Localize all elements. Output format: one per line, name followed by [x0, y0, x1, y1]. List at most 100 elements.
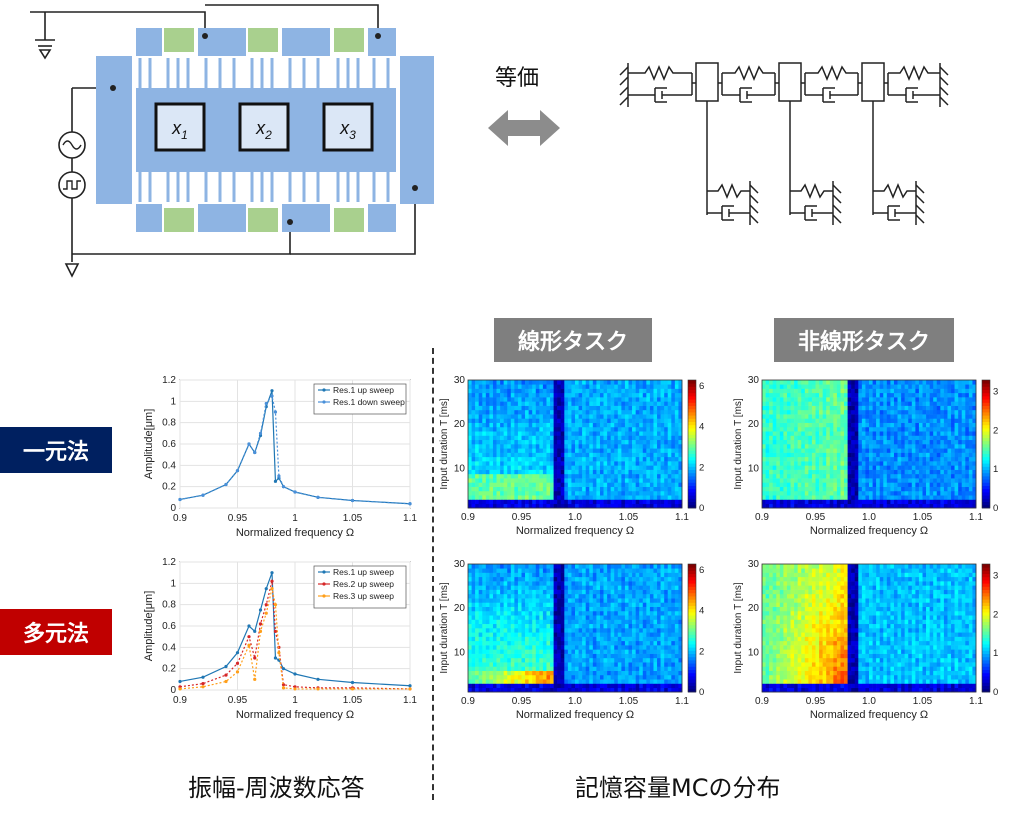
heatmap-cell — [557, 478, 562, 483]
heatmap-cell — [904, 503, 909, 509]
heatmap-cell — [929, 495, 934, 500]
data-point — [253, 677, 257, 681]
heatmap-cell — [961, 448, 966, 453]
heatmap-cell — [535, 478, 540, 483]
heatmap-cell — [765, 486, 770, 492]
heatmap-cell — [546, 431, 551, 436]
heatmap-cell — [897, 384, 902, 389]
heatmap-cell — [525, 636, 529, 642]
heatmap-cell — [521, 670, 526, 676]
heatmap-cell — [532, 426, 537, 432]
heatmap-cell — [560, 444, 565, 449]
heatmap-cell — [589, 452, 594, 458]
heatmap-cell — [607, 619, 611, 625]
heatmap-cell — [585, 469, 590, 475]
heatmap-cell — [954, 456, 959, 462]
heatmap-cell — [660, 495, 665, 500]
heatmap-cell — [872, 473, 877, 479]
heatmap-cell — [471, 640, 476, 646]
heatmap-cell — [908, 469, 913, 475]
heatmap-cell — [610, 409, 615, 415]
heatmap-cell — [528, 478, 533, 483]
heatmap-cell — [671, 409, 676, 415]
heatmap-cell — [815, 414, 820, 419]
heatmap-cell — [632, 503, 636, 509]
heatmap-cell — [521, 687, 526, 693]
heatmap-cell — [657, 666, 661, 671]
heatmap-cell — [765, 461, 770, 466]
heatmap-cell — [503, 384, 508, 389]
heatmap-cell — [535, 632, 540, 637]
heatmap-cell — [951, 473, 955, 479]
heatmap-cell — [571, 486, 576, 492]
heatmap-cell — [485, 645, 490, 650]
heatmap-cell — [908, 435, 913, 441]
heatmap-cell — [500, 439, 504, 445]
heatmap-cell — [943, 397, 948, 402]
heatmap-cell — [496, 444, 501, 449]
heatmap-cell — [929, 444, 934, 449]
heatmap-cell — [621, 439, 626, 445]
heatmap-cell — [635, 649, 640, 654]
heatmap-cell — [517, 653, 522, 659]
heatmap-cell — [468, 478, 472, 483]
heatmap-cell — [560, 486, 565, 492]
heatmap-cell — [918, 486, 923, 492]
heatmap-cell — [542, 495, 547, 500]
heatmap-cell — [578, 444, 583, 449]
heatmap-cell — [783, 392, 788, 398]
heatmap-cell — [517, 482, 522, 487]
heatmap-cell — [869, 422, 873, 428]
heatmap-cell — [876, 482, 880, 487]
heatmap-cell — [918, 409, 923, 415]
heatmap-cell — [599, 405, 604, 411]
heatmap-cell — [478, 409, 483, 415]
heatmap-cell — [922, 465, 927, 470]
heatmap-cell — [532, 465, 537, 470]
heatmap-cell — [790, 418, 795, 423]
heatmap-cell — [582, 662, 586, 667]
heatmap-cell — [557, 666, 562, 671]
heatmap-cell — [951, 418, 955, 423]
heatmap-cell — [861, 384, 866, 389]
heatmap-cell — [628, 683, 633, 689]
heatmap-cell — [525, 397, 529, 402]
heatmap-cell — [578, 657, 583, 663]
heatmap-cell — [762, 380, 766, 385]
heatmap-cell — [762, 499, 766, 505]
heatmap-cell — [657, 679, 661, 684]
heatmap-cell — [496, 482, 501, 487]
heatmap-cell — [657, 465, 661, 470]
heatmap-cell — [776, 503, 781, 509]
heatmap-cell — [865, 405, 870, 411]
data-point — [258, 431, 263, 435]
heatmap-cell — [972, 452, 977, 458]
heatmap-cell — [833, 388, 838, 394]
heatmap-cell — [660, 628, 665, 633]
heatmap-cell — [954, 409, 959, 415]
legend — [313, 383, 407, 415]
heatmap-cell — [958, 486, 963, 492]
heatmap-cell — [624, 422, 629, 428]
heatmap-cell — [485, 401, 490, 406]
heatmap-cell — [649, 405, 654, 411]
heatmap-cell — [571, 670, 576, 676]
heatmap-cell — [667, 619, 672, 625]
heatmap-cell — [804, 490, 809, 496]
heatmap-cell — [496, 623, 501, 629]
heatmap-cell — [664, 392, 669, 398]
heatmap-cell — [822, 465, 827, 470]
heatmap-cell — [657, 486, 661, 492]
heatmap-cell — [542, 435, 547, 441]
heatmap-cell — [553, 426, 558, 432]
heatmap-cell — [553, 628, 558, 633]
heatmap-cell — [671, 435, 676, 441]
data-point — [281, 667, 286, 671]
data-point — [293, 672, 297, 676]
heatmap-cell — [532, 670, 537, 676]
heatmap-cell — [550, 418, 554, 423]
heatmap-cell — [617, 448, 622, 453]
heatmap-cell — [553, 657, 558, 663]
heatmap-cell — [826, 478, 831, 483]
heatmap-cell — [624, 465, 629, 470]
